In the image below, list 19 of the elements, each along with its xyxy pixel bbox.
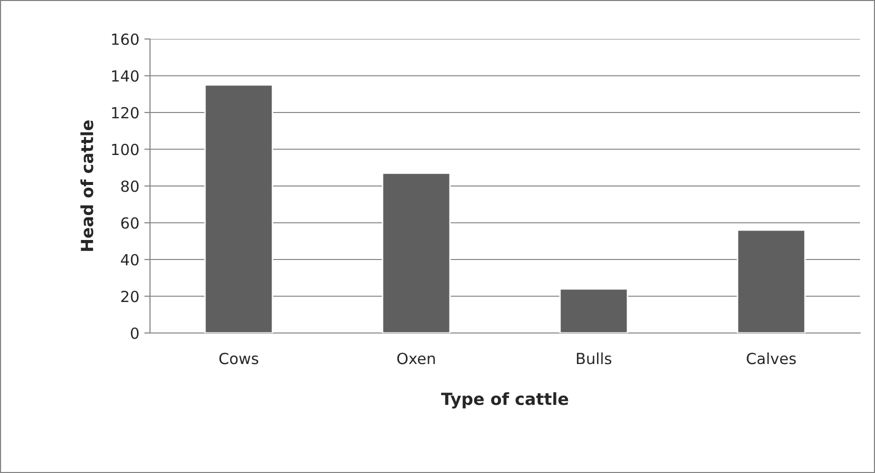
bar — [559, 288, 628, 333]
x-tick-label: Cows — [219, 352, 258, 364]
bar — [736, 229, 806, 333]
y-tick-label: 40 — [120, 254, 139, 266]
bar — [382, 172, 451, 333]
x-axis-title: Type of cattle — [441, 392, 568, 408]
y-axis-title: Head of cattle — [80, 120, 94, 251]
y-tick-label: 80 — [121, 180, 139, 192]
y-tick-label: 120 — [112, 106, 139, 119]
y-tick-label: 20 — [121, 290, 139, 302]
x-tick-label: Calves — [746, 352, 796, 364]
x-tick-label: Oxen — [397, 352, 435, 364]
y-tick-label: 60 — [121, 217, 139, 229]
bar — [204, 84, 274, 333]
y-tick-label: 0 — [130, 327, 139, 340]
y-tick-label: 100 — [112, 144, 139, 156]
y-tick-label: 160 — [112, 33, 139, 46]
x-tick-label: Bulls — [576, 352, 612, 364]
y-tick-label: 140 — [112, 70, 139, 82]
